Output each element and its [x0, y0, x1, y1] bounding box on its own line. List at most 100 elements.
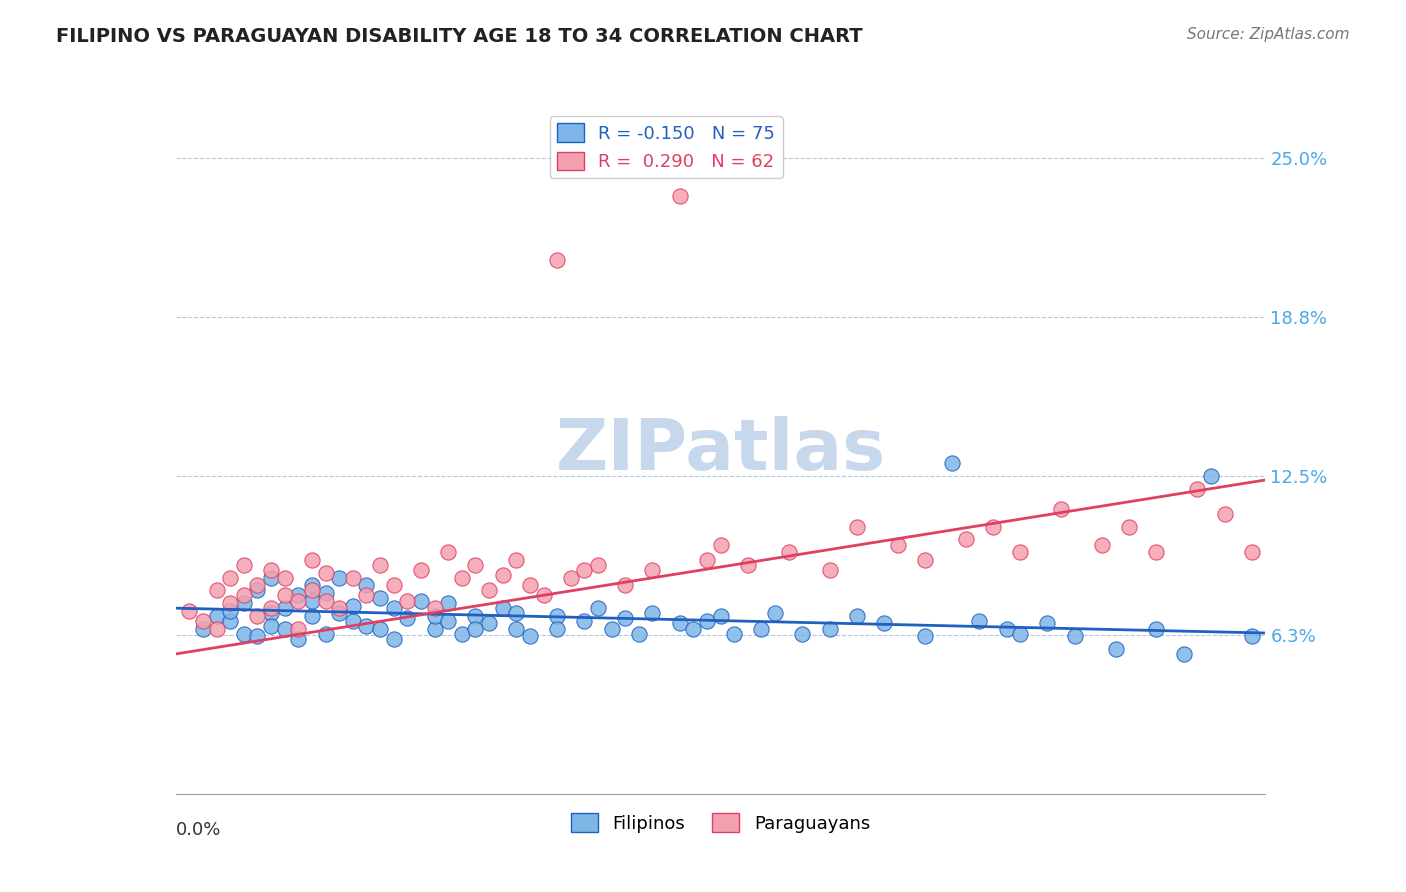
- Point: [1268, 469, 1291, 483]
- Point: [342, 614, 364, 628]
- Point: [287, 622, 309, 636]
- Point: [1091, 538, 1114, 552]
- Point: [246, 608, 269, 623]
- Point: [274, 571, 297, 585]
- Point: [356, 589, 378, 603]
- Point: [179, 604, 201, 618]
- Point: [356, 578, 378, 592]
- Point: [382, 601, 405, 615]
- Point: [219, 614, 242, 628]
- Point: [315, 593, 337, 607]
- Point: [301, 593, 323, 607]
- Point: [368, 622, 391, 636]
- Point: [1104, 641, 1126, 656]
- Point: [818, 622, 841, 636]
- Point: [287, 593, 309, 607]
- Point: [450, 571, 472, 585]
- Point: [1187, 482, 1209, 496]
- Point: [941, 456, 963, 470]
- Point: [315, 626, 337, 640]
- Point: [409, 593, 432, 607]
- Point: [818, 563, 841, 577]
- Point: [301, 583, 323, 598]
- Point: [1173, 647, 1195, 661]
- Point: [710, 538, 733, 552]
- Point: [219, 596, 242, 610]
- Point: [205, 622, 228, 636]
- Point: [505, 553, 527, 567]
- Point: [1063, 629, 1085, 643]
- Point: [396, 611, 419, 625]
- Point: [382, 632, 405, 646]
- Point: [845, 608, 868, 623]
- Point: [614, 578, 637, 592]
- Point: [1010, 626, 1032, 640]
- Point: [668, 616, 690, 631]
- Point: [845, 520, 868, 534]
- Point: [519, 578, 541, 592]
- Point: [409, 563, 432, 577]
- Point: [437, 596, 460, 610]
- Point: [437, 545, 460, 559]
- Point: [914, 629, 936, 643]
- Point: [955, 533, 977, 547]
- Point: [301, 608, 323, 623]
- Point: [1144, 545, 1167, 559]
- Point: [696, 553, 718, 567]
- Point: [778, 545, 800, 559]
- Point: [995, 622, 1018, 636]
- Point: [614, 611, 637, 625]
- Point: [368, 591, 391, 605]
- Point: [464, 608, 486, 623]
- Point: [546, 622, 568, 636]
- Point: [723, 626, 745, 640]
- Point: [232, 558, 254, 572]
- Point: [627, 626, 650, 640]
- Point: [423, 608, 446, 623]
- Point: [246, 578, 269, 592]
- Point: [191, 614, 214, 628]
- Point: [574, 614, 596, 628]
- Point: [287, 589, 309, 603]
- Point: [274, 589, 297, 603]
- Point: [492, 601, 515, 615]
- Point: [492, 568, 515, 582]
- Point: [260, 607, 283, 621]
- Point: [1050, 502, 1073, 516]
- Point: [586, 601, 609, 615]
- Point: [763, 607, 786, 621]
- Point: [301, 553, 323, 567]
- Point: [260, 571, 283, 585]
- Point: [219, 571, 242, 585]
- Point: [696, 614, 718, 628]
- Point: [914, 553, 936, 567]
- Point: [478, 616, 501, 631]
- Point: [342, 571, 364, 585]
- Point: [1199, 469, 1222, 483]
- Point: [1240, 629, 1263, 643]
- Point: [1118, 520, 1140, 534]
- Point: [1240, 545, 1263, 559]
- Point: [423, 622, 446, 636]
- Text: Source: ZipAtlas.com: Source: ZipAtlas.com: [1187, 27, 1350, 42]
- Point: [260, 601, 283, 615]
- Point: [232, 589, 254, 603]
- Text: 0.0%: 0.0%: [176, 822, 221, 839]
- Point: [219, 604, 242, 618]
- Point: [792, 626, 814, 640]
- Point: [287, 632, 309, 646]
- Point: [710, 608, 733, 623]
- Point: [478, 583, 501, 598]
- Point: [342, 599, 364, 613]
- Point: [423, 601, 446, 615]
- Point: [205, 583, 228, 598]
- Point: [533, 589, 555, 603]
- Point: [356, 619, 378, 633]
- Text: FILIPINO VS PARAGUAYAN DISABILITY AGE 18 TO 34 CORRELATION CHART: FILIPINO VS PARAGUAYAN DISABILITY AGE 18…: [56, 27, 863, 45]
- Point: [464, 622, 486, 636]
- Point: [246, 583, 269, 598]
- Point: [546, 252, 568, 267]
- Point: [886, 538, 908, 552]
- Point: [315, 586, 337, 600]
- Point: [873, 616, 896, 631]
